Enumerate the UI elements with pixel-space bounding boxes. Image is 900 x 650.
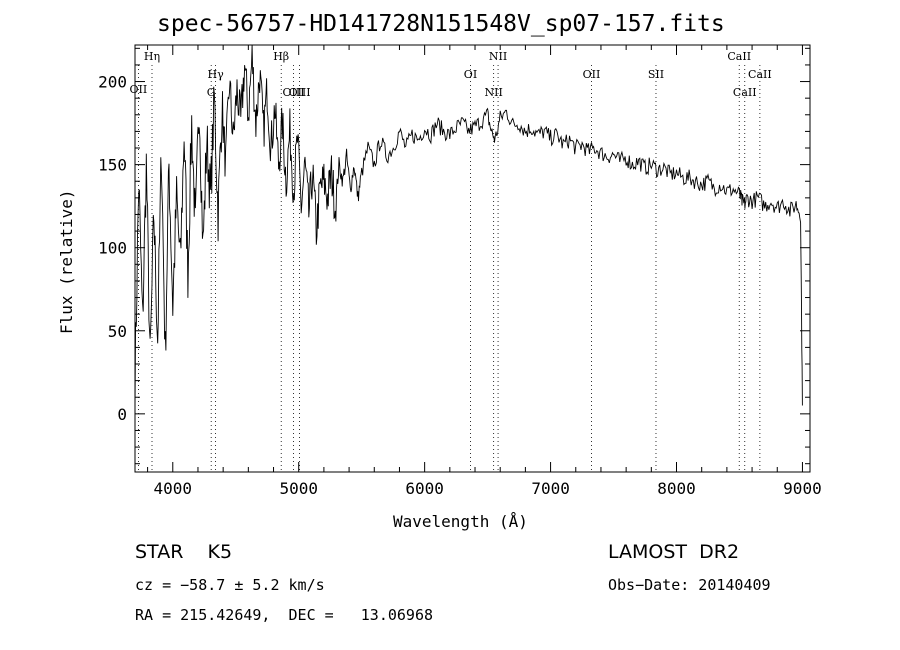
line-marker-label: CaII	[733, 86, 757, 99]
y-tick-label: 50	[108, 322, 127, 341]
axis-ticks: 4000 5000 6000 7000 8000 9000 0 50 100 150 200	[98, 45, 822, 498]
line-marker-label: OII	[130, 83, 148, 96]
line-marker-label: G	[207, 86, 216, 99]
line-marker-label: OIII	[283, 86, 305, 99]
line-marker-label: CaII	[727, 50, 751, 63]
observation-date: Obs−Date: 20140409	[608, 576, 771, 594]
x-tick-label: 6000	[405, 479, 444, 498]
line-marker-label: OIII	[289, 86, 311, 99]
chart-title: spec-56757-HD141728N151548V_sp07-157.fit…	[157, 11, 725, 37]
survey-name: LAMOST DR2	[608, 541, 740, 563]
line-marker-label: Hγ	[208, 68, 225, 81]
coordinates-readout: RA = 215.42649, DEC = 13.06968	[135, 606, 434, 624]
line-marker-label: OII	[583, 68, 601, 81]
x-axis-label: Wavelength (Å)	[393, 512, 528, 531]
spectrum-series	[134, 44, 803, 411]
y-axis-label: Flux (relative)	[57, 189, 76, 335]
y-tick-label: 100	[98, 239, 127, 258]
redshift-readout: cz = −58.7 ± 5.2 km/s	[135, 576, 325, 594]
line-marker-label: NII	[484, 86, 502, 99]
y-tick-label: 0	[117, 405, 127, 424]
spectrum-line	[134, 44, 803, 411]
plot-frame	[134, 44, 811, 473]
object-class: STAR K5	[135, 541, 233, 563]
line-marker-label: Hη	[144, 50, 160, 63]
x-tick-label: 4000	[154, 479, 193, 498]
x-tick-label: 7000	[531, 479, 570, 498]
line-marker-label: OI	[464, 68, 477, 81]
x-tick-label: 5000	[279, 479, 318, 498]
line-marker-label: CaII	[748, 68, 772, 81]
x-tick-label: 9000	[783, 479, 822, 498]
line-marker-label: NII	[489, 50, 507, 63]
y-tick-label: 200	[98, 73, 127, 92]
x-tick-label: 8000	[657, 479, 696, 498]
line-marker-label: SII	[648, 68, 664, 81]
y-tick-label: 150	[98, 156, 127, 175]
line-marker-label: Hβ	[273, 50, 289, 63]
